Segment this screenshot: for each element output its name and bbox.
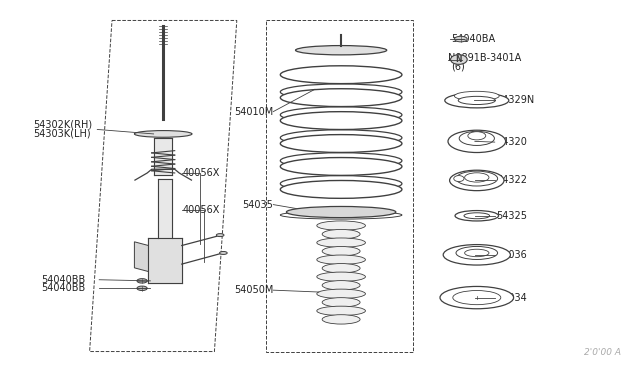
Text: 54036: 54036: [496, 250, 527, 260]
Ellipse shape: [220, 251, 227, 254]
Ellipse shape: [465, 249, 489, 257]
Text: N: N: [456, 55, 462, 64]
Text: (6): (6): [451, 62, 465, 72]
Text: 54325: 54325: [496, 211, 527, 221]
Ellipse shape: [322, 263, 360, 273]
Ellipse shape: [458, 96, 495, 105]
Ellipse shape: [454, 92, 499, 100]
Text: 54040BA: 54040BA: [451, 34, 495, 44]
Text: 54050M: 54050M: [234, 285, 273, 295]
Text: 54303K(LH): 54303K(LH): [33, 129, 91, 139]
Ellipse shape: [296, 46, 387, 55]
Text: 54329N: 54329N: [496, 96, 534, 105]
Ellipse shape: [280, 158, 402, 175]
Ellipse shape: [317, 306, 365, 315]
Ellipse shape: [455, 211, 499, 221]
Ellipse shape: [317, 289, 365, 298]
Ellipse shape: [317, 238, 365, 247]
Ellipse shape: [280, 135, 402, 153]
Text: 40056X: 40056X: [182, 168, 220, 178]
Circle shape: [454, 176, 464, 182]
Ellipse shape: [280, 180, 402, 198]
Text: 40056X: 40056X: [182, 205, 220, 215]
Ellipse shape: [449, 170, 504, 190]
Text: 54010M: 54010M: [234, 107, 273, 116]
Ellipse shape: [317, 221, 365, 230]
Polygon shape: [134, 242, 148, 272]
Ellipse shape: [317, 272, 365, 282]
Text: 54322: 54322: [496, 176, 527, 185]
Ellipse shape: [464, 213, 490, 219]
Ellipse shape: [322, 247, 360, 256]
Circle shape: [451, 55, 467, 64]
Ellipse shape: [137, 286, 147, 291]
Ellipse shape: [443, 245, 511, 265]
Ellipse shape: [454, 36, 467, 42]
Ellipse shape: [280, 89, 402, 106]
Ellipse shape: [322, 298, 360, 307]
Text: 2'0'00 A: 2'0'00 A: [584, 348, 621, 357]
Ellipse shape: [456, 171, 498, 186]
Ellipse shape: [216, 234, 224, 237]
Ellipse shape: [448, 130, 506, 153]
Ellipse shape: [456, 246, 498, 260]
Text: 54320: 54320: [496, 137, 527, 147]
Ellipse shape: [460, 131, 495, 145]
Ellipse shape: [322, 280, 360, 290]
Ellipse shape: [440, 286, 514, 309]
Ellipse shape: [317, 255, 365, 264]
Ellipse shape: [280, 112, 402, 129]
Ellipse shape: [287, 206, 396, 218]
Ellipse shape: [465, 173, 489, 182]
Text: 54035: 54035: [243, 200, 273, 209]
Text: 54034: 54034: [496, 293, 527, 302]
Ellipse shape: [322, 315, 360, 324]
Ellipse shape: [137, 279, 147, 283]
Ellipse shape: [453, 291, 501, 305]
Ellipse shape: [468, 132, 486, 140]
Ellipse shape: [280, 66, 402, 84]
Ellipse shape: [134, 131, 192, 137]
Ellipse shape: [445, 93, 509, 108]
Text: 54040BB: 54040BB: [42, 283, 86, 293]
Text: 54302K(RH): 54302K(RH): [33, 120, 92, 129]
Text: N0891B-3401A: N0891B-3401A: [448, 54, 521, 63]
Ellipse shape: [322, 230, 360, 239]
Text: 54040BB: 54040BB: [42, 275, 86, 285]
